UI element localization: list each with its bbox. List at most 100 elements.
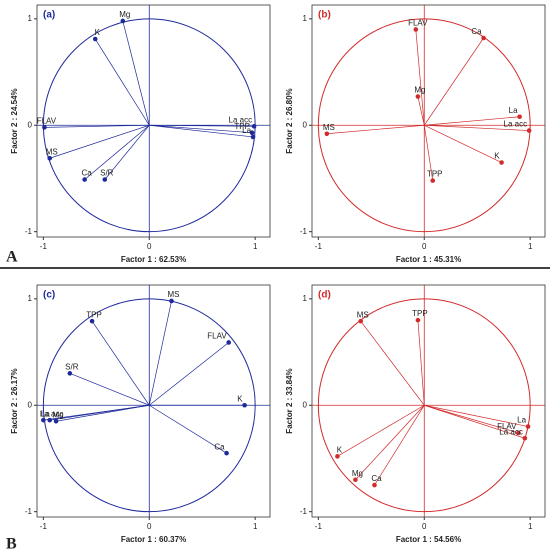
point-label: FLAV [497,422,517,431]
loading-point [251,124,257,129]
x-tick-label: -1 [315,522,323,531]
loading-point [67,371,73,376]
point-label: Ca [82,169,93,178]
loading-point [47,417,53,423]
x-axis-label: Factor 1 : 54.56% [396,535,461,544]
loading-point [42,125,47,130]
point-label: TPP [412,309,428,318]
point-label: MS [357,310,369,319]
point-label: FLAV [207,332,227,341]
loading-ray [148,300,172,406]
panel-label: (d) [318,290,331,301]
point-label: TPP [86,310,102,319]
loading-point [522,435,528,441]
point-label: Mg [53,410,64,419]
x-tick-label: -1 [40,242,48,251]
panel-label: (a) [43,10,55,21]
figure-label: A [6,249,18,266]
panel-label: (c) [43,290,55,301]
figure-label: B [6,536,17,553]
y-tick-label: 0 [28,120,33,129]
point-label: K [95,28,101,37]
loading-point [250,134,256,140]
point-label: La acc [499,427,523,436]
loading-point [242,402,247,408]
y-tick-label: 1 [28,294,33,303]
loading-ray [149,124,254,138]
loading-ray [337,404,425,457]
loading-ray [417,320,425,406]
point-label: La [517,416,526,425]
point-label: MS [46,147,58,156]
point-label: K [337,445,343,454]
loading-ray [149,124,255,127]
point-label: Mg [414,86,425,95]
loading-ray [149,124,253,134]
point-label: La [41,409,50,418]
x-axis-label: Factor 1 : 62.53% [121,255,186,264]
point-label: FLAV [37,116,57,125]
point-label: La acc [40,409,64,418]
loading-point [358,318,364,324]
point-label: TPP [427,170,443,179]
point-label: Ca [214,442,225,451]
loading-ray [355,405,425,480]
y-axis-label: Factor 2 : 33.84% [285,368,294,433]
loading-point [169,298,174,304]
loading-point [53,418,59,424]
y-tick-label: -1 [25,507,33,516]
x-tick-label: -1 [315,242,323,251]
point-label: Mg [119,10,130,19]
x-tick-label: 1 [253,242,258,251]
loading-point [41,417,46,423]
y-tick-label: 0 [303,400,308,409]
loading-ray [415,29,425,126]
y-tick-label: 0 [28,400,33,409]
x-tick-label: 0 [422,242,427,251]
point-label: S/R [100,169,114,178]
plot-frame [36,284,271,518]
loading-point [415,94,421,99]
loading-ray [49,124,150,159]
loading-point [324,131,330,137]
point-label: La [509,106,518,115]
plot-frame [311,4,546,238]
loading-point [120,18,126,24]
point-label: MS [168,290,180,299]
loading-point [415,317,421,323]
loading-ray [424,404,525,439]
loading-point [353,477,358,483]
point-label: La acc [229,115,253,124]
point-label: Ca [471,27,482,36]
y-axis-label: Factor 2 : 26.80% [285,88,294,153]
y-axis-label: Factor 2 : 24.54% [10,88,19,153]
y-tick-label: -1 [300,227,308,236]
loading-point [413,27,419,32]
loading-ray [374,405,425,486]
y-tick-label: -1 [25,227,33,236]
point-label: MS [323,123,335,132]
loading-ray [56,404,150,422]
point-label: La [242,126,251,135]
loading-point [89,318,95,324]
loading-ray [149,404,227,454]
unit-circle [42,298,256,513]
loading-point [249,130,255,136]
y-axis-label: Factor 2 : 26.17% [10,368,19,433]
loading-point [430,178,436,183]
loading-ray [69,373,150,406]
unit-circle [317,298,531,513]
loading-point [47,155,53,161]
loading-ray [326,124,425,135]
loading-ray [417,96,425,126]
loading-point [92,36,98,42]
x-tick-label: -1 [40,522,48,531]
x-tick-label: 1 [253,522,258,531]
x-tick-label: 1 [528,242,533,251]
point-label: S/R [65,362,79,371]
point-label: Mg [352,469,363,478]
loading-ray [94,38,150,126]
loading-point [516,430,521,436]
plot-frame [36,4,271,238]
loading-ray [423,125,434,181]
